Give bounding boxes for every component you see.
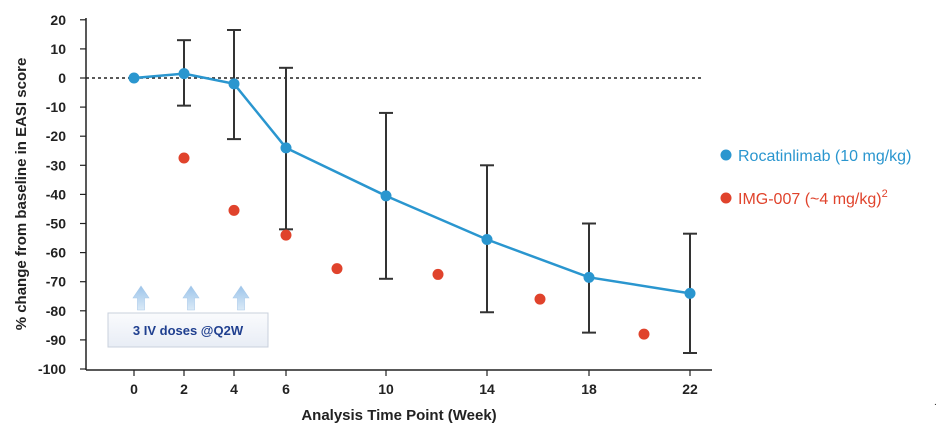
legend: Rocatinlimab (10 mg/kg) IMG-007 (~4 mg/k… bbox=[720, 148, 911, 208]
y-tick-label: -80 bbox=[46, 303, 66, 319]
dose-annotation-label: 3 IV doses @Q2W bbox=[133, 323, 244, 338]
rocatinlimab-point bbox=[228, 78, 240, 90]
y-tick-label: 0 bbox=[58, 70, 66, 86]
dose-arrows bbox=[132, 285, 250, 311]
img007-point bbox=[432, 268, 444, 280]
x-tick-label: 2 bbox=[180, 381, 188, 397]
rocatinlimab-point bbox=[583, 271, 595, 283]
legend-marker-img007 bbox=[720, 192, 732, 204]
y-tick-label: -30 bbox=[46, 157, 66, 173]
img007-markers bbox=[178, 152, 650, 340]
img007-point bbox=[534, 293, 546, 305]
img007-point bbox=[228, 204, 240, 216]
x-tick-label: 0 bbox=[130, 381, 138, 397]
stray-dot: . bbox=[934, 397, 937, 408]
rocatinlimab-line bbox=[133, 72, 691, 295]
x-axis-ticks: 0 2 4 6 10 14 18 22 bbox=[130, 370, 698, 397]
dose-arrow-icon bbox=[232, 285, 250, 311]
rocatinlimab-point bbox=[280, 142, 292, 154]
y-axis-title: % change from baseline in EASI score bbox=[13, 58, 30, 331]
rocatinlimab-point bbox=[481, 234, 493, 246]
x-tick-label: 4 bbox=[230, 381, 238, 397]
x-tick-label: 10 bbox=[378, 381, 394, 397]
rocatinlimab-point bbox=[128, 72, 140, 84]
x-tick-label: 6 bbox=[282, 381, 290, 397]
legend-label-img007: IMG-007 (~4 mg/kg)2 bbox=[738, 188, 888, 208]
rocatinlimab-point bbox=[684, 287, 696, 299]
dose-annotation-box bbox=[107, 312, 269, 348]
y-axis-ticks: 20 10 0 -10 -20 -30 -40 -50 -60 -70 -80 -90 -100 bbox=[38, 12, 86, 377]
legend-label-rocatinlimab: Rocatinlimab (10 mg/kg) bbox=[738, 148, 911, 165]
y-tick-label: -100 bbox=[38, 361, 66, 377]
y-tick-label: -60 bbox=[46, 245, 66, 261]
y-tick-label: -90 bbox=[46, 332, 66, 348]
y-tick-label: -10 bbox=[46, 99, 66, 115]
img007-point bbox=[331, 263, 343, 275]
y-tick-label: -70 bbox=[46, 274, 66, 290]
y-tick-label: 10 bbox=[50, 41, 66, 57]
legend-marker-rocatinlimab bbox=[720, 149, 732, 161]
y-tick-label: -20 bbox=[46, 128, 66, 144]
rocatinlimab-point bbox=[178, 68, 190, 80]
x-axis-title: Analysis Time Point (Week) bbox=[301, 407, 496, 424]
rocatinlimab-markers bbox=[128, 68, 696, 299]
img007-point bbox=[638, 328, 650, 340]
x-tick-label: 18 bbox=[581, 381, 597, 397]
x-tick-label: 22 bbox=[682, 381, 698, 397]
y-tick-label: 20 bbox=[50, 12, 66, 28]
legend-superscript: 2 bbox=[882, 188, 888, 200]
img007-point bbox=[178, 152, 190, 164]
dose-arrow-icon bbox=[182, 285, 200, 311]
rocatinlimab-point bbox=[380, 190, 392, 202]
img007-point bbox=[280, 229, 292, 241]
x-tick-label: 14 bbox=[479, 381, 495, 397]
dose-arrow-icon bbox=[132, 285, 150, 311]
y-tick-label: -40 bbox=[46, 186, 66, 202]
y-tick-label: -50 bbox=[46, 216, 66, 232]
